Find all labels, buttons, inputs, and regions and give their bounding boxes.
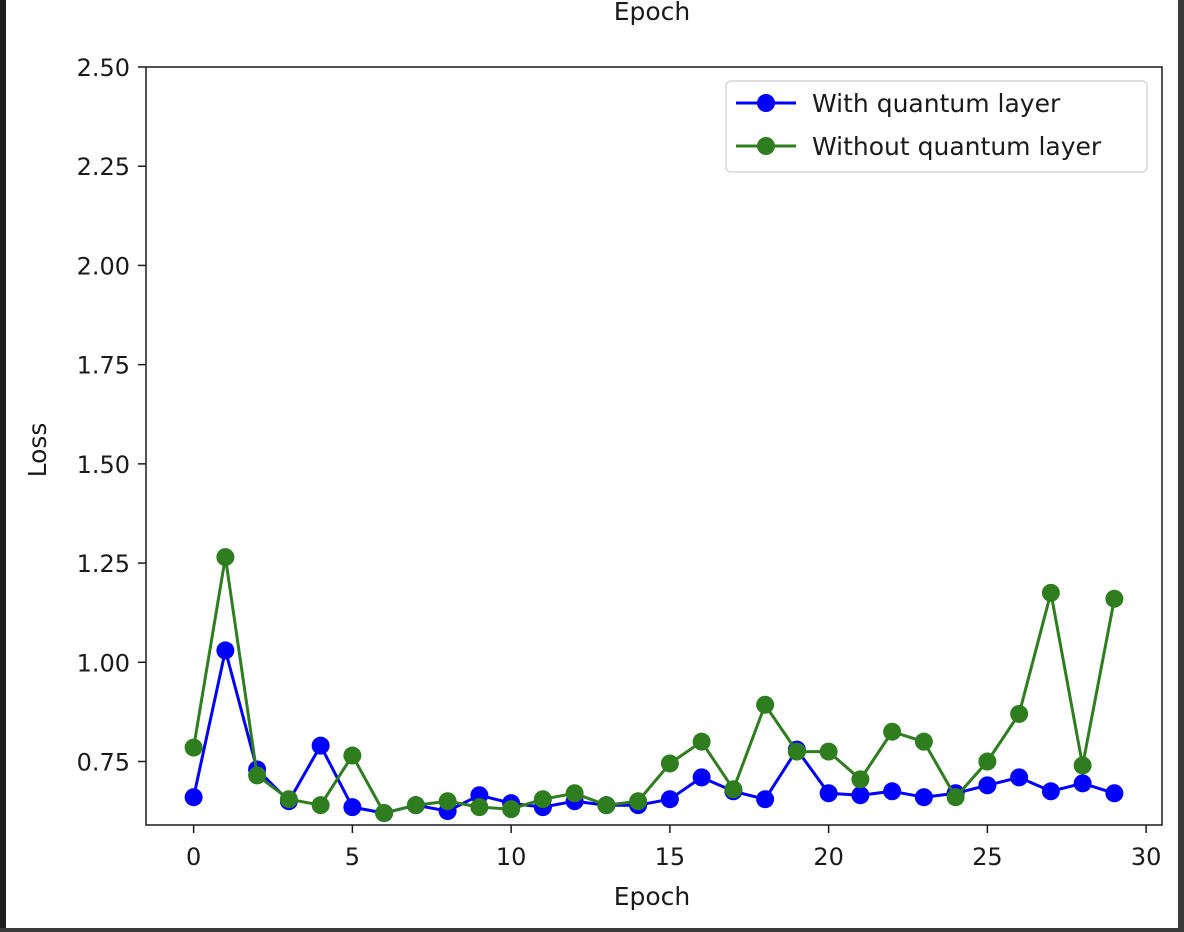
data-point-s1-21 [851, 770, 870, 789]
series-layer [184, 548, 1124, 823]
data-point-s1-4 [311, 796, 330, 815]
legend-label-with-quantum: With quantum layer [812, 89, 1061, 118]
y-tick-label-3: 1.50 [77, 451, 130, 479]
window-edge-bottom [0, 928, 1184, 932]
data-point-s0-1 [216, 641, 235, 660]
data-point-s1-1 [216, 548, 235, 567]
data-point-s1-22 [883, 722, 902, 741]
y-axis-ticks: 0.75 1.00 1.25 1.50 1.75 2.00 2.25 2.50 [77, 54, 146, 777]
data-point-s0-26 [1010, 768, 1029, 787]
data-point-s1-2 [248, 766, 267, 785]
data-point-s1-11 [533, 790, 552, 809]
data-point-s1-15 [660, 754, 679, 773]
x-tick-label-4: 20 [813, 843, 844, 871]
x-tick-label-1: 5 [345, 843, 360, 871]
data-point-s1-13 [597, 796, 616, 815]
data-point-s1-26 [1010, 704, 1029, 723]
data-point-s1-29 [1105, 589, 1124, 608]
data-point-s1-25 [978, 752, 997, 771]
data-point-s0-25 [978, 776, 997, 795]
data-point-s1-19 [787, 742, 806, 761]
x-tick-label-3: 15 [655, 843, 686, 871]
y-tick-label-2: 1.25 [77, 550, 130, 578]
data-point-s1-16 [692, 732, 711, 751]
data-point-s0-18 [756, 790, 775, 809]
x-axis-ticks: 0 5 10 15 20 25 30 [186, 825, 1161, 871]
data-point-s0-20 [819, 784, 838, 803]
chart-title: Epoch [614, 0, 691, 26]
x-axis-label: Epoch [614, 882, 691, 911]
x-tick-label-0: 0 [186, 843, 201, 871]
data-point-s1-3 [279, 790, 298, 809]
data-point-s0-0 [184, 788, 203, 807]
legend-box [725, 80, 1148, 173]
y-tick-label-0: 0.75 [77, 749, 130, 777]
data-point-s1-27 [1041, 583, 1060, 602]
data-point-s1-7 [406, 796, 425, 815]
x-tick-label-5: 25 [972, 843, 1003, 871]
y-tick-label-6: 2.25 [77, 153, 130, 181]
y-tick-label-7: 2.50 [77, 54, 130, 82]
data-point-s1-8 [438, 792, 457, 811]
data-point-s0-16 [692, 768, 711, 787]
data-point-s0-29 [1105, 784, 1124, 803]
x-tick-label-2: 10 [496, 843, 527, 871]
data-point-s1-20 [819, 742, 838, 761]
data-point-s1-28 [1073, 756, 1092, 775]
data-point-s0-23 [914, 788, 933, 807]
data-point-s1-10 [502, 800, 521, 819]
legend-marker-with-quantum [757, 94, 775, 112]
data-point-s0-4 [311, 736, 330, 755]
data-point-s1-14 [629, 792, 648, 811]
legend-marker-without-quantum [757, 137, 775, 155]
data-point-s0-21 [851, 786, 870, 805]
data-point-s1-24 [946, 788, 965, 807]
data-point-s0-28 [1073, 774, 1092, 793]
data-point-s1-12 [565, 784, 584, 803]
y-tick-label-1: 1.00 [77, 649, 130, 677]
y-tick-label-5: 2.00 [77, 252, 130, 280]
data-point-s1-0 [184, 738, 203, 757]
legend-label-without-quantum: Without quantum layer [812, 132, 1102, 161]
plot-area-border [145, 66, 1163, 826]
legend: With quantum layer Without quantum layer [725, 80, 1148, 173]
data-point-s0-27 [1041, 782, 1060, 801]
data-point-s1-23 [914, 732, 933, 751]
data-point-s1-5 [343, 746, 362, 765]
data-point-s0-5 [343, 798, 362, 817]
data-point-s1-17 [724, 780, 743, 799]
data-point-s0-22 [883, 782, 902, 801]
data-point-s1-9 [470, 798, 489, 817]
window-edge-right [1178, 0, 1184, 932]
y-tick-label-4: 1.75 [77, 352, 130, 380]
data-point-s0-15 [660, 790, 679, 809]
x-tick-label-6: 30 [1131, 843, 1162, 871]
data-point-s1-6 [375, 804, 394, 823]
y-axis-label: Loss [23, 423, 52, 478]
series-line-1 [192, 555, 1116, 815]
data-point-s1-18 [756, 695, 775, 714]
